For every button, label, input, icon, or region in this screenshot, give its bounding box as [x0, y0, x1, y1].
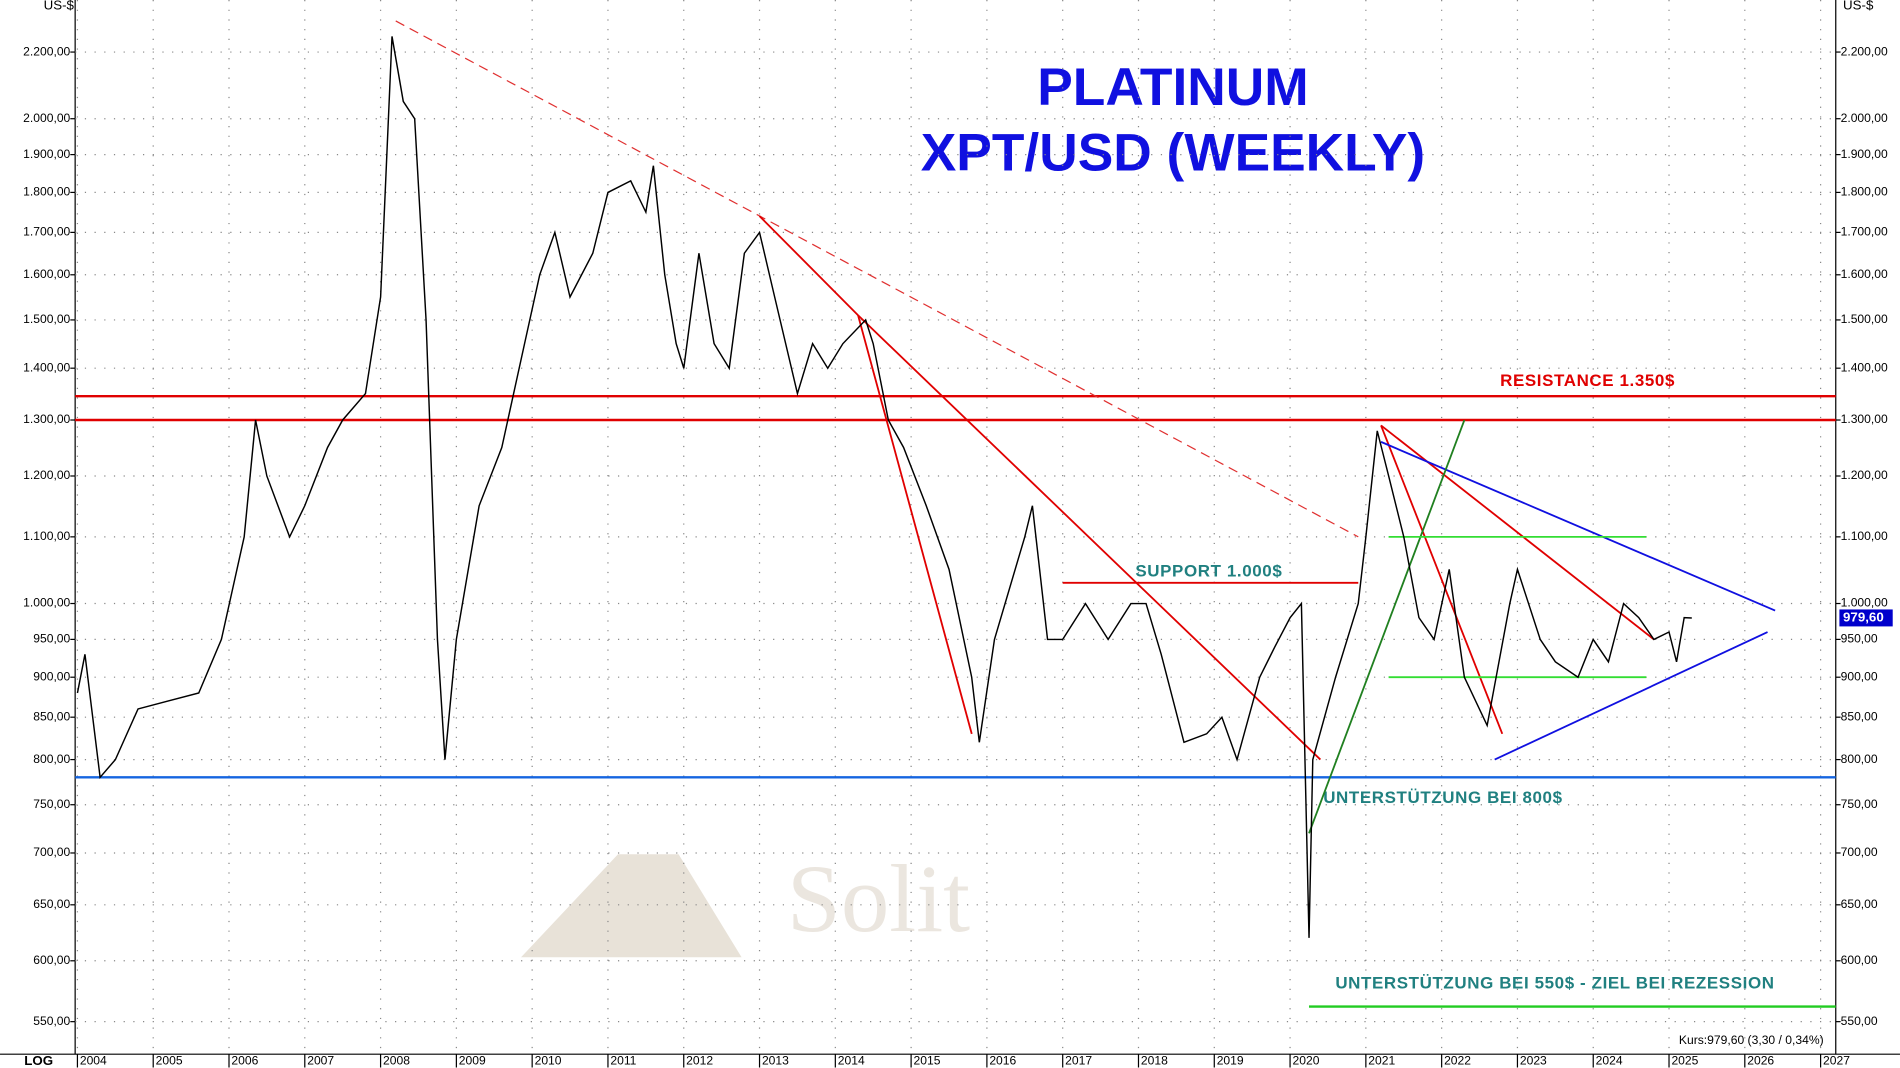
x-tick-label: 2004 — [80, 1054, 107, 1068]
x-tick-label: 2016 — [989, 1054, 1016, 1068]
x-tick-label: 2021 — [1368, 1054, 1395, 1068]
y-tick-label: 2.200,00 — [1841, 44, 1888, 58]
trendline — [1494, 631, 1768, 761]
y-tick-label: 1.000,00 — [23, 596, 70, 610]
y-tick-label: 850,00 — [33, 709, 70, 723]
annotation: SUPPORT 1.000$ — [1135, 561, 1282, 580]
annotation: UNTERSTÜTZUNG BEI 800$ — [1323, 788, 1562, 807]
y-tick-label: 850,00 — [1841, 709, 1878, 723]
y-tick-label: 700,00 — [33, 845, 70, 859]
y-tick-label: 1.300,00 — [1841, 412, 1888, 426]
x-tick-label: 2025 — [1671, 1054, 1698, 1068]
x-tick-label: 2008 — [383, 1054, 410, 1068]
y-tick-label: 600,00 — [1841, 953, 1878, 967]
current-price-label: 979,60 — [1843, 609, 1884, 624]
quote: Kurs:979,60 (3,30 / 0,34%) — [1679, 1033, 1824, 1047]
current-price-box — [1839, 609, 1893, 627]
y-tick-label: 1.700,00 — [23, 225, 70, 239]
y-tick-label: 1.200,00 — [1841, 468, 1888, 482]
y-tick-label: 1.100,00 — [23, 529, 70, 543]
trendline — [857, 315, 973, 735]
x-tick-label: 2009 — [459, 1054, 486, 1068]
watermark: Solit — [787, 845, 970, 952]
trendline — [395, 20, 1359, 538]
y-tick-label: 950,00 — [33, 632, 70, 646]
y-tick-label: 650,00 — [1841, 897, 1878, 911]
y-tick-label: 1.600,00 — [23, 267, 70, 281]
trendline — [1380, 441, 1776, 612]
y-tick-label: 2.200,00 — [23, 44, 70, 58]
y-tick-label: 1.800,00 — [23, 185, 70, 199]
y-tick-label: 2.000,00 — [23, 111, 70, 125]
y-tick-label: 1.000,00 — [1841, 596, 1888, 610]
x-tick-label: 2015 — [914, 1054, 941, 1068]
trendline — [1380, 425, 1504, 735]
y-tick-label: 2.000,00 — [1841, 111, 1888, 125]
chart-title: PLATINUM — [1037, 58, 1308, 117]
y-tick-label: 800,00 — [1841, 752, 1878, 766]
y-unit-right: US-$ — [1843, 0, 1874, 13]
y-tick-label: 1.400,00 — [1841, 360, 1888, 374]
x-tick-label: 2017 — [1065, 1054, 1092, 1068]
x-tick-label: 2005 — [156, 1054, 183, 1068]
x-tick-label: 2013 — [762, 1054, 789, 1068]
x-tick-label: 2023 — [1520, 1054, 1547, 1068]
y-tick-label: 1.200,00 — [23, 468, 70, 482]
annotation: RESISTANCE 1.350$ — [1500, 371, 1675, 390]
scale-label: LOG — [24, 1053, 53, 1068]
y-tick-label: 1.600,00 — [1841, 267, 1888, 281]
y-tick-label: 800,00 — [33, 752, 70, 766]
x-tick-label: 2027 — [1823, 1054, 1850, 1068]
y-tick-label: 650,00 — [33, 897, 70, 911]
y-tick-label: 1.400,00 — [23, 360, 70, 374]
trendline — [1308, 419, 1466, 834]
y-unit: US-$ — [44, 0, 75, 13]
x-tick-label: 2010 — [535, 1054, 562, 1068]
y-tick-label: 1.900,00 — [23, 147, 70, 161]
x-tick-label: 2007 — [307, 1054, 334, 1068]
y-tick-label: 900,00 — [33, 669, 70, 683]
trendline — [857, 314, 1322, 761]
x-tick-label: 2024 — [1596, 1054, 1623, 1068]
y-tick-label: 750,00 — [33, 797, 70, 811]
x-tick-label: 2011 — [610, 1054, 636, 1068]
y-tick-label: 1.700,00 — [1841, 225, 1888, 239]
trendline — [758, 215, 859, 316]
y-tick-label: 1.800,00 — [1841, 185, 1888, 199]
y-tick-label: 1.100,00 — [1841, 529, 1888, 543]
y-tick-label: 1.300,00 — [23, 412, 70, 426]
x-tick-label: 2006 — [231, 1054, 258, 1068]
x-tick-label: 2022 — [1444, 1054, 1471, 1068]
x-tick-label: 2019 — [1217, 1054, 1244, 1068]
y-tick-label: 550,00 — [1841, 1014, 1878, 1028]
y-tick-label: 1.900,00 — [1841, 147, 1888, 161]
annotation: UNTERSTÜTZUNG BEI 550$ - ZIEL BEI REZESS… — [1335, 973, 1774, 992]
y-tick-label: 1.500,00 — [23, 312, 70, 326]
y-tick-label: 700,00 — [1841, 845, 1878, 859]
y-tick-label: 750,00 — [1841, 797, 1878, 811]
y-tick-label: 550,00 — [33, 1014, 70, 1028]
x-tick-label: 2020 — [1292, 1054, 1319, 1068]
chart-subtitle: XPT/USD (WEEKLY) — [921, 123, 1425, 182]
y-tick-label: 1.500,00 — [1841, 312, 1888, 326]
price-line — [76, 36, 1692, 938]
x-tick-label: 2012 — [686, 1054, 713, 1068]
watermark-logo — [521, 854, 742, 958]
y-tick-label: 600,00 — [33, 953, 70, 967]
x-tick-label: 2014 — [838, 1054, 865, 1068]
y-tick-label: 950,00 — [1841, 632, 1878, 646]
y-tick-label: 900,00 — [1841, 669, 1878, 683]
x-tick-label: 2018 — [1141, 1054, 1168, 1068]
x-tick-label: 2026 — [1747, 1054, 1774, 1068]
